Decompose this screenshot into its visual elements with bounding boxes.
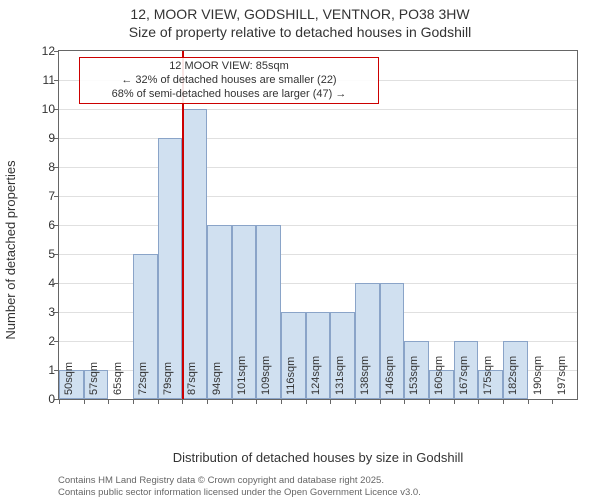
x-tick-label: 94sqm	[211, 362, 223, 395]
x-tick-label: 79sqm	[162, 362, 174, 395]
x-tick-mark	[404, 399, 405, 404]
x-tick-mark	[528, 399, 529, 404]
y-tick-label: 7	[35, 189, 55, 203]
annotation-line-3: 68% of semi-detached houses are larger (…	[84, 88, 374, 102]
x-tick-mark	[207, 399, 208, 404]
x-tick-mark	[380, 399, 381, 404]
title-line-1: 12, MOOR VIEW, GODSHILL, VENTNOR, PO38 3…	[0, 6, 600, 22]
x-tick-label: 87sqm	[186, 362, 198, 395]
x-axis-label: Distribution of detached houses by size …	[58, 450, 578, 465]
plot-area: 012345678910111250sqm57sqm65sqm72sqm79sq…	[58, 50, 578, 400]
gridline	[59, 196, 577, 197]
x-tick-mark	[429, 399, 430, 404]
x-tick-label: 182sqm	[507, 356, 519, 395]
gridline	[59, 138, 577, 139]
x-tick-mark	[59, 399, 60, 404]
y-tick-label: 2	[35, 334, 55, 348]
x-tick-mark	[158, 399, 159, 404]
x-tick-mark	[108, 399, 109, 404]
x-tick-mark	[306, 399, 307, 404]
x-tick-mark	[355, 399, 356, 404]
x-tick-label: 138sqm	[359, 356, 371, 395]
gridline	[59, 225, 577, 226]
y-tick-label: 9	[35, 131, 55, 145]
annotation-box: 12 MOOR VIEW: 85sqm ← 32% of detached ho…	[79, 57, 379, 104]
gridline	[59, 109, 577, 110]
x-tick-label: 109sqm	[260, 356, 272, 395]
x-tick-mark	[182, 399, 183, 404]
x-tick-mark	[503, 399, 504, 404]
x-tick-label: 160sqm	[433, 356, 445, 395]
x-tick-label: 50sqm	[63, 362, 75, 395]
histogram-bar	[182, 109, 207, 399]
x-tick-mark	[454, 399, 455, 404]
x-tick-label: 116sqm	[285, 357, 297, 395]
x-tick-mark	[330, 399, 331, 404]
x-tick-label: 146sqm	[384, 356, 396, 395]
annotation-line-2: ← 32% of detached houses are smaller (22…	[84, 74, 374, 88]
footnote-line-2: Contains public sector information licen…	[58, 487, 421, 498]
x-tick-label: 57sqm	[88, 362, 100, 395]
histogram-bar	[158, 138, 183, 399]
x-tick-mark	[133, 399, 134, 404]
x-tick-mark	[552, 399, 553, 404]
y-tick-label: 0	[35, 392, 55, 406]
gridline	[59, 167, 577, 168]
x-tick-label: 65sqm	[112, 362, 124, 395]
y-tick-label: 10	[35, 102, 55, 116]
annotation-line-1: 12 MOOR VIEW: 85sqm	[84, 60, 374, 74]
y-tick-label: 5	[35, 247, 55, 261]
x-tick-label: 197sqm	[556, 356, 568, 395]
x-tick-mark	[232, 399, 233, 404]
x-tick-label: 167sqm	[458, 356, 470, 395]
x-tick-mark	[256, 399, 257, 404]
x-tick-label: 175sqm	[482, 356, 494, 395]
title-line-2: Size of property relative to detached ho…	[0, 24, 600, 40]
x-tick-mark	[281, 399, 282, 404]
figure: 12, MOOR VIEW, GODSHILL, VENTNOR, PO38 3…	[0, 0, 600, 500]
footnote: Contains HM Land Registry data © Crown c…	[58, 475, 421, 498]
x-tick-label: 153sqm	[408, 356, 420, 395]
y-tick-label: 8	[35, 160, 55, 174]
y-tick-label: 1	[35, 363, 55, 377]
x-tick-label: 124sqm	[310, 356, 322, 395]
y-tick-label: 4	[35, 276, 55, 290]
y-tick-label: 6	[35, 218, 55, 232]
y-tick-label: 3	[35, 305, 55, 319]
y-tick-label: 12	[35, 44, 55, 58]
x-tick-label: 72sqm	[137, 362, 149, 395]
y-tick-label: 11	[35, 73, 55, 87]
x-tick-label: 101sqm	[236, 356, 248, 395]
footnote-line-1: Contains HM Land Registry data © Crown c…	[58, 475, 421, 486]
x-tick-mark	[478, 399, 479, 404]
x-tick-label: 131sqm	[334, 356, 346, 395]
x-tick-mark	[84, 399, 85, 404]
x-tick-label: 190sqm	[532, 356, 544, 395]
